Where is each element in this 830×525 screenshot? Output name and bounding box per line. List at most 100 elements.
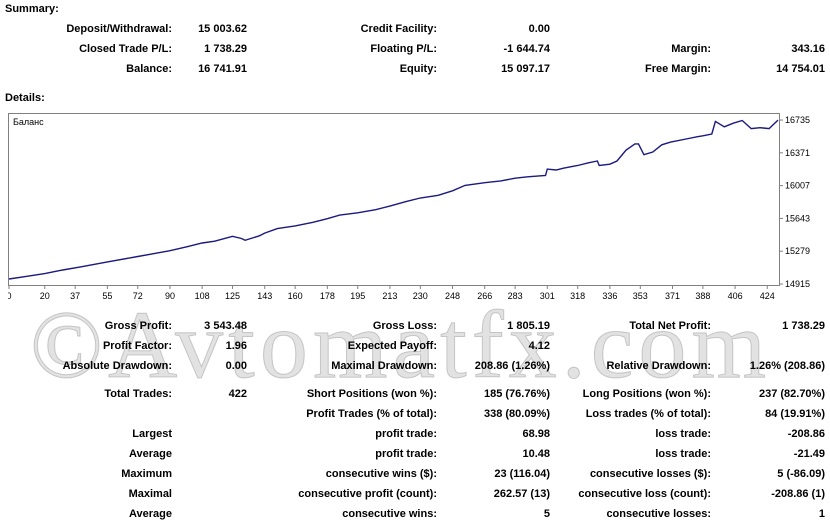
avg-consecutive-wins-label: consecutive wins: — [342, 508, 437, 520]
avg-consecutive-losses-value: 1 — [818, 508, 825, 520]
profit-factor-label: Profit Factor: — [102, 340, 172, 352]
gross-loss-label: Gross Loss: — [372, 320, 437, 332]
summary-title: Summary: — [5, 3, 59, 15]
average-profit-value: 10.48 — [522, 448, 550, 460]
chart-legend: Баланс — [13, 117, 44, 127]
average-label: Average — [128, 448, 172, 460]
expected-payoff-label: Expected Payoff: — [347, 340, 437, 352]
gross-profit-value: 3 543.48 — [204, 320, 247, 332]
credit-value: 0.00 — [528, 23, 550, 35]
x-tick-label: 371 — [665, 291, 680, 301]
gross-profit-label: Gross Profit: — [104, 320, 172, 332]
loss-trades-value: 84 (19.91%) — [765, 408, 825, 420]
details-title: Details: — [5, 92, 45, 104]
absolute-drawdown-value: 0.00 — [225, 360, 247, 372]
profit-factor-value: 1.96 — [225, 340, 247, 352]
margin-value: 343.16 — [791, 43, 825, 55]
closed-pl-label: Closed Trade P/L: — [79, 43, 172, 55]
profit-trades-value: 338 (80.09%) — [483, 408, 550, 420]
floating-pl-label: Floating P/L: — [370, 43, 437, 55]
closed-pl-value: 1 738.29 — [204, 43, 247, 55]
x-tick-label: 55 — [102, 291, 112, 301]
relative-drawdown-label: Relative Drawdown: — [606, 360, 711, 372]
maximal-drawdown-value: 208.86 (1.26%) — [474, 360, 550, 372]
y-tick-label: 15279 — [785, 246, 810, 256]
x-tick-label: 336 — [602, 291, 617, 301]
largest-loss-label: loss trade: — [655, 428, 711, 440]
short-positions-label: Short Positions (won %): — [306, 388, 437, 400]
maximal-consecutive-profit-value: 262.57 (13) — [493, 488, 550, 500]
largest-profit-label: profit trade: — [375, 428, 437, 440]
maximum-label: Maximum — [121, 468, 172, 480]
x-tick-label: 248 — [445, 291, 460, 301]
maximal-consecutive-loss-value: -208.86 (1) — [771, 488, 825, 500]
average-loss-label: loss trade: — [655, 448, 711, 460]
equity-label: Equity: — [399, 63, 437, 75]
x-tick-label: 318 — [570, 291, 585, 301]
credit-label: Credit Facility: — [360, 23, 437, 35]
short-positions-value: 185 (76.76%) — [483, 388, 550, 400]
balance-line — [8, 119, 779, 280]
x-tick-label: 143 — [257, 291, 272, 301]
x-tick-label: 108 — [195, 291, 210, 301]
profit-trades-label: Profit Trades (% of total): — [306, 408, 437, 420]
largest-label: Largest — [132, 428, 172, 440]
x-tick-label: 195 — [350, 291, 365, 301]
total-trades-label: Total Trades: — [104, 388, 172, 400]
max-consecutive-wins-value: 23 (116.04) — [494, 468, 550, 480]
average-loss-value: -21.49 — [793, 448, 825, 460]
max-consecutive-losses-label: consecutive losses ($): — [589, 468, 711, 480]
x-tick-label: 283 — [508, 291, 523, 301]
x-tick-label: 353 — [633, 291, 648, 301]
y-tick-label: 16007 — [785, 181, 810, 191]
average2-label: Average — [128, 508, 172, 520]
x-tick-label: 90 — [165, 291, 175, 301]
x-tick-label: 125 — [225, 291, 240, 301]
x-tick-label: 37 — [70, 291, 80, 301]
largest-loss-value: -208.86 — [787, 428, 825, 440]
x-tick-label: 178 — [320, 291, 335, 301]
x-tick-label: 160 — [288, 291, 303, 301]
max-consecutive-losses-value: 5 (-86.09) — [777, 468, 825, 480]
y-tick-label: 16371 — [785, 148, 810, 158]
x-tick-label: 20 — [40, 291, 50, 301]
x-tick-label: 0 — [8, 291, 12, 301]
absolute-drawdown-label: Absolute Drawdown: — [62, 360, 172, 372]
maximal-consecutive-profit-label: consecutive profit (count): — [298, 488, 437, 500]
expected-payoff-value: 4.12 — [528, 340, 550, 352]
balance-label: Balance: — [126, 63, 172, 75]
avg-consecutive-losses-label: consecutive losses: — [606, 508, 711, 520]
largest-profit-value: 68.98 — [522, 428, 550, 440]
x-tick-label: 406 — [728, 291, 743, 301]
y-tick-label: 16735 — [785, 115, 810, 125]
equity-value: 15 097.17 — [501, 63, 550, 75]
avg-consecutive-wins-value: 5 — [543, 508, 550, 520]
y-tick-label: 14915 — [785, 279, 810, 289]
max-consecutive-wins-label: consecutive wins ($): — [325, 468, 437, 480]
x-tick-label: 213 — [382, 291, 397, 301]
gross-loss-value: 1 805.19 — [507, 320, 550, 332]
free-margin-label: Free Margin: — [644, 63, 711, 75]
free-margin-value: 14 754.01 — [776, 63, 825, 75]
x-tick-label: 424 — [760, 291, 775, 301]
average-profit-label: profit trade: — [375, 448, 437, 460]
relative-drawdown-value: 1.26% (208.86) — [749, 360, 825, 372]
maximal-consecutive-loss-label: consecutive loss (count): — [578, 488, 711, 500]
loss-trades-label: Loss trades (% of total): — [585, 408, 711, 420]
long-positions-label: Long Positions (won %): — [582, 388, 711, 400]
balance-value: 16 741.91 — [198, 63, 247, 75]
x-tick-label: 388 — [695, 291, 710, 301]
x-tick-label: 230 — [413, 291, 428, 301]
deposit-label: Deposit/Withdrawal: — [66, 23, 172, 35]
total-net-value: 1 738.29 — [782, 320, 825, 332]
maximal-drawdown-label: Maximal Drawdown: — [331, 360, 437, 372]
balance-chart: Баланс 0 20 37 55 72 90 108 125 143 160 178 195 213 23… — [8, 113, 810, 301]
total-net-label: Total Net Profit: — [629, 320, 711, 332]
margin-label: Margin: — [671, 43, 711, 55]
deposit-value: 15 003.62 — [198, 23, 247, 35]
total-trades-value: 422 — [228, 388, 247, 400]
maximal-label: Maximal — [128, 488, 172, 500]
long-positions-value: 237 (82.70%) — [758, 388, 825, 400]
floating-pl-value: -1 644.74 — [503, 43, 550, 55]
y-tick-label: 15643 — [785, 213, 810, 223]
